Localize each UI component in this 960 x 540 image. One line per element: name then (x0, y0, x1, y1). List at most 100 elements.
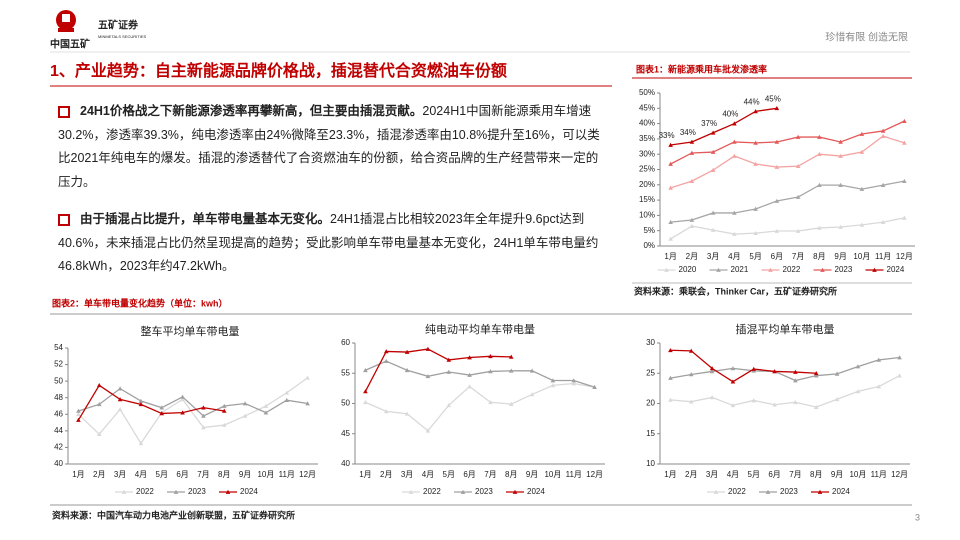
point-marker (751, 398, 757, 403)
legend-marker (716, 267, 721, 272)
x-tick-label: 4月 (728, 252, 740, 261)
legend-label: 2024 (240, 487, 258, 496)
point-marker (467, 355, 472, 360)
legend-marker (768, 267, 773, 272)
point-marker (404, 411, 410, 416)
x-tick-label: 3月 (706, 470, 718, 479)
point-marker (550, 383, 556, 388)
point-marker (838, 153, 843, 158)
point-marker (383, 409, 389, 414)
legend-marker (121, 489, 127, 494)
point-marker (774, 139, 780, 144)
point-marker (838, 224, 843, 229)
point-marker (529, 392, 535, 397)
x-tick-label: 12月 (586, 470, 603, 479)
point-marker (488, 369, 493, 374)
figure2-caption: 图表2：单车带电量变化趋势（单位：kwh） (52, 297, 228, 308)
value-label: 45% (765, 94, 781, 103)
point-marker (859, 131, 865, 136)
y-tick-label: 50% (639, 88, 655, 97)
point-marker (138, 398, 144, 403)
x-tick-label: 6月 (463, 470, 475, 479)
point-marker (834, 371, 840, 376)
point-marker (876, 357, 882, 362)
y-tick-label: 54 (54, 343, 63, 352)
point-marker (488, 354, 493, 359)
point-marker (76, 417, 81, 422)
point-marker (732, 121, 737, 126)
legend-marker (817, 489, 823, 494)
y-tick-label: 10% (639, 211, 655, 220)
point-marker (730, 366, 736, 371)
point-marker (263, 403, 269, 408)
point-marker (902, 178, 907, 183)
point-marker (710, 149, 716, 154)
point-marker (363, 399, 368, 405)
y-tick-label: 30 (646, 338, 655, 347)
point-marker (710, 227, 716, 232)
y-tick-label: 42 (54, 443, 63, 452)
series-line (670, 135, 905, 189)
bullet-lead: 由于插混占比提升，单车带电量基本无变化。 (80, 212, 331, 226)
legend-marker (408, 489, 414, 494)
point-marker (508, 368, 514, 373)
point-marker (880, 128, 886, 133)
point-marker (859, 222, 865, 227)
legend-label: 2022 (423, 487, 441, 496)
point-marker (76, 408, 81, 413)
point-marker (813, 370, 819, 376)
point-marker (880, 182, 886, 187)
x-tick-label: 4月 (422, 470, 434, 479)
chart-title: 插混平均单车带电量 (736, 322, 835, 336)
point-marker (732, 231, 737, 236)
point-marker (571, 378, 577, 383)
point-marker (880, 219, 886, 224)
bullet-1: 24H1价格战之下新能源渗透率再攀新高，但主要由插混贡献。2024H1中国新能源… (58, 100, 610, 194)
point-marker (668, 375, 673, 380)
x-tick-label: 12月 (299, 470, 316, 479)
x-tick-label: 3月 (114, 470, 126, 479)
point-marker (859, 149, 865, 154)
series-line (364, 348, 512, 392)
page-title: 1、产业趋势：自主新能源品牌价格战，插混替代合资燃油车份额 (50, 61, 507, 80)
point-marker (668, 142, 673, 147)
point-marker (383, 349, 389, 354)
point-marker (897, 373, 902, 378)
point-marker (96, 402, 102, 407)
point-marker (753, 206, 758, 211)
value-label: 40% (722, 110, 738, 119)
x-tick-label: 7月 (484, 470, 496, 479)
point-marker (117, 397, 123, 402)
point-marker (425, 428, 431, 433)
point-marker (159, 411, 165, 416)
x-tick-label: 5月 (443, 470, 455, 479)
x-tick-label: 4月 (727, 470, 739, 479)
value-label: 44% (744, 97, 760, 106)
brand-en: MINMETALS SECURITIES (98, 34, 146, 39)
y-tick-label: 15% (639, 195, 655, 204)
x-tick-label: 8月 (810, 470, 822, 479)
point-marker (138, 402, 144, 407)
y-tick-label: 30% (639, 149, 655, 158)
legend-label: 2021 (731, 265, 749, 274)
point-marker (668, 347, 673, 353)
point-marker (363, 389, 368, 394)
point-marker (774, 164, 780, 169)
chart-title: 图表1：新能源乘用车批发渗透率 (636, 63, 767, 74)
point-marker (751, 366, 757, 371)
point-marker (732, 139, 737, 144)
point-marker (180, 394, 185, 399)
value-label: 34% (680, 128, 696, 137)
point-marker (817, 134, 822, 139)
legend-marker (820, 267, 825, 272)
point-marker (446, 403, 452, 408)
x-tick-label: 10月 (849, 470, 866, 479)
point-marker (710, 210, 716, 215)
legend-label: 2024 (527, 487, 545, 496)
point-marker (201, 405, 206, 410)
point-marker (753, 161, 758, 166)
legend-label: 2022 (783, 265, 801, 274)
x-tick-label: 12月 (891, 470, 908, 479)
logo (56, 10, 76, 32)
